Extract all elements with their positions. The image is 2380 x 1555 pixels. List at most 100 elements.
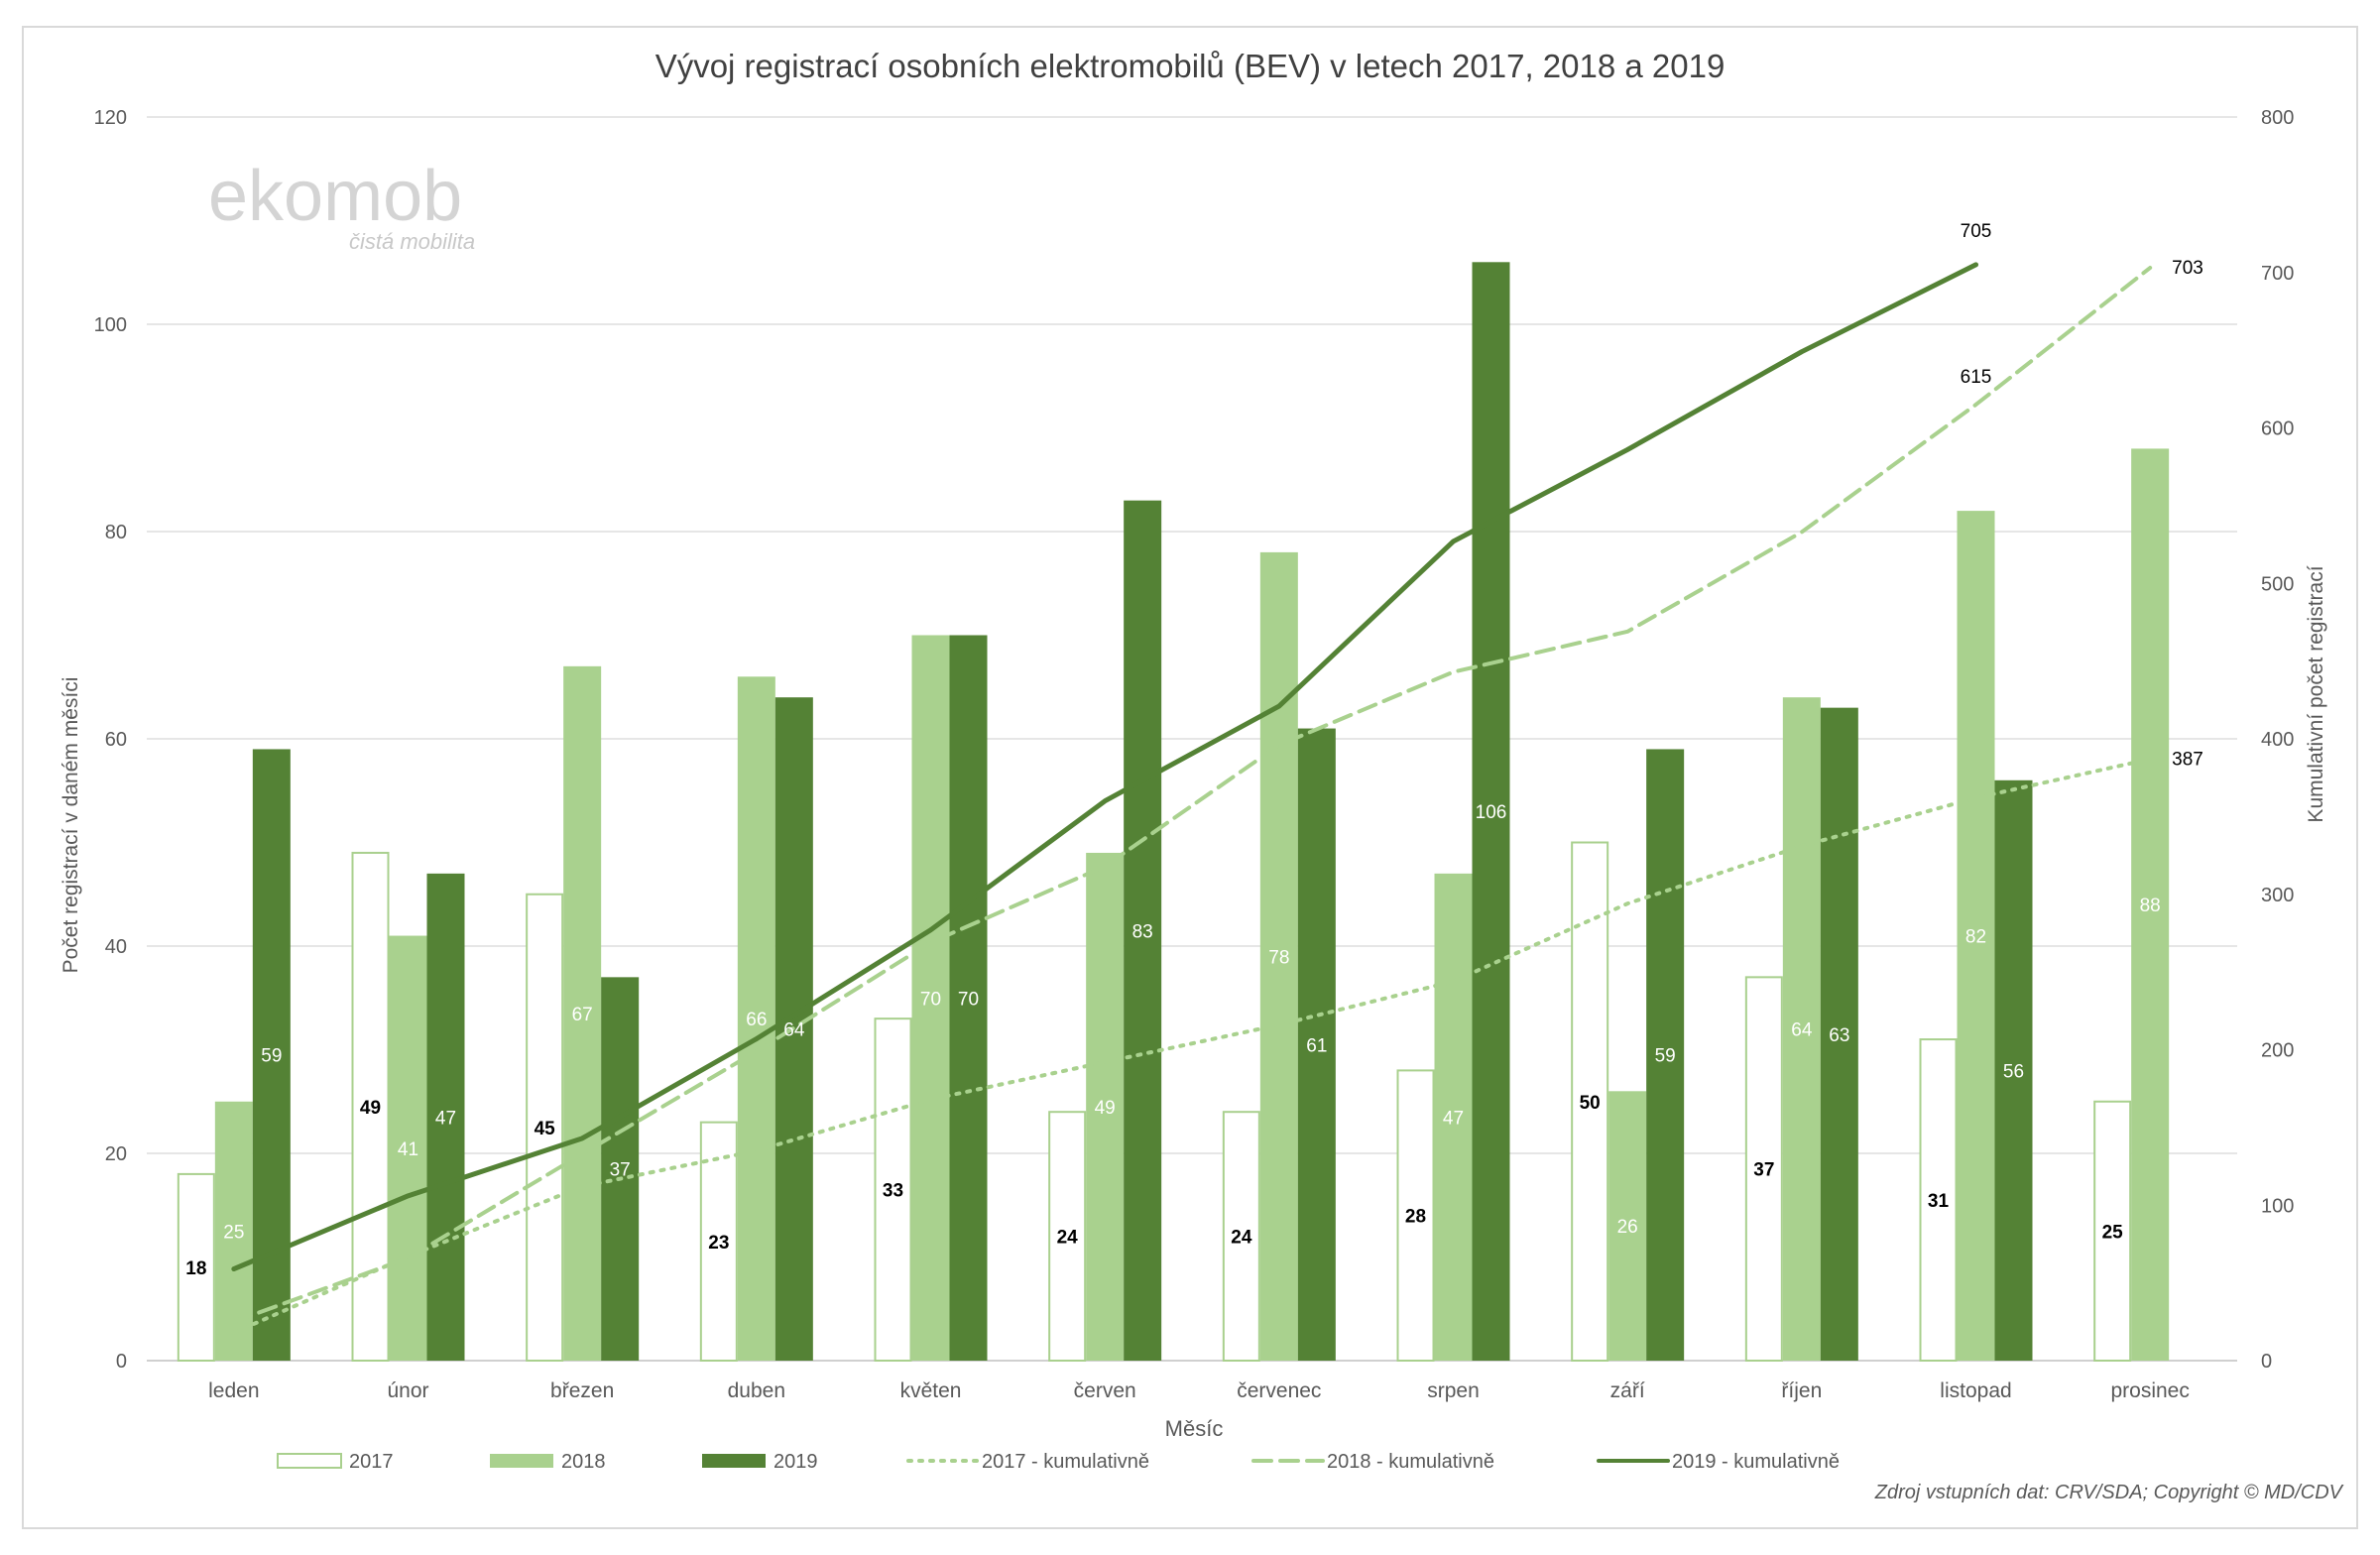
- legend-label: 2017 - kumulativně: [982, 1451, 1149, 1473]
- bar-2018-duben: [737, 676, 775, 1361]
- bar-value-label: 88: [2140, 896, 2161, 916]
- bar-2017-leden: [177, 1172, 215, 1363]
- ekomob-logo: ekomob čistá mobilita: [208, 157, 475, 254]
- bar-value-label: 106: [1476, 802, 1507, 823]
- legend-swatch-2017: [277, 1453, 342, 1469]
- x-tick-label: leden: [208, 1379, 259, 1402]
- logo-name: ekomob: [208, 157, 462, 236]
- x-tick-label: duben: [728, 1379, 785, 1402]
- bar-2019-červen: [1124, 500, 1162, 1361]
- cumulative-value-label: 615: [1961, 367, 1992, 388]
- x-tick-label: prosinec: [2110, 1379, 2189, 1402]
- bar-value-label: 45: [535, 1119, 556, 1139]
- x-tick-label: září: [1610, 1379, 1645, 1402]
- y2-tick-label: 800: [2261, 107, 2294, 129]
- y2-tick-label: 0: [2261, 1351, 2272, 1373]
- x-tick-label: březen: [550, 1379, 614, 1402]
- bar-2017-srpen: [1396, 1069, 1435, 1363]
- bar-2017-říjen: [1744, 976, 1783, 1362]
- bar-2019-listopad: [1994, 779, 2033, 1361]
- bar-value-label: 64: [783, 1020, 805, 1041]
- y-tick-label: 120: [94, 107, 127, 129]
- x-tick-label: listopad: [1940, 1379, 2011, 1402]
- bar-value-label: 47: [435, 1108, 456, 1129]
- bar-2019-květen: [949, 635, 988, 1361]
- bar-2018-září: [1608, 1091, 1647, 1361]
- bar-value-label: 49: [360, 1098, 381, 1119]
- bar-value-label: 61: [1306, 1035, 1327, 1056]
- bar-value-label: 37: [1753, 1160, 1774, 1181]
- source-note: Zdroj vstupních dat: CRV/SDA; Copyright …: [1874, 1482, 2344, 1503]
- bar-value-label: 26: [1617, 1217, 1638, 1238]
- bar-2017-září: [1571, 841, 1609, 1362]
- y-tick-label: 40: [105, 936, 127, 958]
- bar-2019-říjen: [1820, 707, 1858, 1361]
- bar-value-label: 70: [920, 989, 941, 1010]
- y2-axis-label: Kumulativní počet registrací: [2305, 565, 2327, 822]
- bar-2019-září: [1646, 749, 1685, 1361]
- x-axis-label: Měsíc: [1165, 1416, 1224, 1441]
- bar-value-label: 49: [1095, 1098, 1116, 1119]
- legend-swatch-2018: [490, 1454, 553, 1468]
- x-tick-label: říjen: [1781, 1379, 1822, 1402]
- x-tick-label: únor: [387, 1379, 428, 1402]
- cumulative-value-label: 705: [1961, 221, 1992, 242]
- bar-2018-červen: [1086, 852, 1125, 1361]
- y2-tick-label: 700: [2261, 263, 2294, 285]
- chart-title: Vývoj registrací osobních elektromobilů …: [655, 48, 1726, 84]
- bar-2017-červen: [1048, 1111, 1087, 1362]
- x-axis-ticks: leden únor březen duben květen červen červenec…: [208, 1379, 2190, 1402]
- legend-swatch-2019: [702, 1454, 766, 1468]
- legend: 2017 2018 2019 2017 - kumulativně 2018 - kum…: [277, 1451, 1840, 1473]
- bar-value-label: 25: [223, 1222, 244, 1243]
- cumulative-value-label: 387: [2172, 749, 2203, 770]
- bar-2017-květen: [874, 1017, 912, 1363]
- bar-value-label: 31: [1928, 1191, 1950, 1212]
- y2-tick-label: 500: [2261, 573, 2294, 595]
- bar-2019-březen: [601, 977, 640, 1361]
- legend-label: 2019 - kumulativně: [1672, 1451, 1840, 1473]
- y-tick-label: 20: [105, 1143, 127, 1165]
- bar-value-label: 63: [1829, 1025, 1849, 1046]
- bar-2019-únor: [426, 873, 465, 1361]
- y2-tick-label: 600: [2261, 419, 2294, 440]
- y2-tick-label: 400: [2261, 729, 2294, 751]
- bar-2017-prosinec: [2093, 1100, 2132, 1362]
- bar-value-label: 41: [398, 1139, 418, 1160]
- gridlines: [147, 116, 2237, 1362]
- bar-2018-květen: [911, 635, 950, 1361]
- bar-value-label: 18: [185, 1258, 206, 1279]
- bar-2018-listopad: [1957, 511, 1995, 1361]
- chart-frame: [22, 26, 2358, 1529]
- x-tick-label: červen: [1074, 1379, 1136, 1402]
- y-axis-ticks: 0 20 40 60 80 100 120: [94, 107, 127, 1373]
- bar-value-label: 67: [572, 1005, 593, 1025]
- legend-label: 2019: [774, 1451, 818, 1473]
- bar-2018-březen: [563, 665, 602, 1361]
- bar-value-label: 59: [1655, 1046, 1676, 1067]
- bar-value-label: 59: [261, 1046, 282, 1067]
- bar-value-label: 78: [1268, 947, 1289, 968]
- bar-value-label: 64: [1791, 1020, 1813, 1041]
- bar-2018-prosinec: [2131, 448, 2170, 1361]
- logo-tagline: čistá mobilita: [349, 229, 475, 254]
- x-tick-label: srpen: [1427, 1379, 1480, 1402]
- legend-label: 2017: [349, 1451, 394, 1473]
- bar-2017-listopad: [1919, 1038, 1958, 1363]
- bar-value-label: 83: [1132, 921, 1153, 942]
- line-2017 - kumulativně: [231, 757, 2153, 1335]
- bar-value-label: 24: [1231, 1228, 1252, 1249]
- bar-value-label: 28: [1405, 1207, 1426, 1228]
- bar-value-label: 50: [1580, 1093, 1601, 1114]
- y2-tick-label: 300: [2261, 885, 2294, 906]
- y-tick-label: 100: [94, 314, 127, 336]
- bar-2018-červenec: [1259, 551, 1298, 1361]
- y2-tick-label: 200: [2261, 1040, 2294, 1062]
- bar-2019-červenec: [1297, 728, 1336, 1361]
- bar-value-label: 24: [1057, 1228, 1079, 1249]
- bar-2018-srpen: [1434, 873, 1473, 1361]
- y-axis-label: Počet registrací v daném měsíci: [60, 677, 82, 974]
- y-tick-label: 0: [116, 1351, 127, 1373]
- bar-value-label: 47: [1443, 1108, 1464, 1129]
